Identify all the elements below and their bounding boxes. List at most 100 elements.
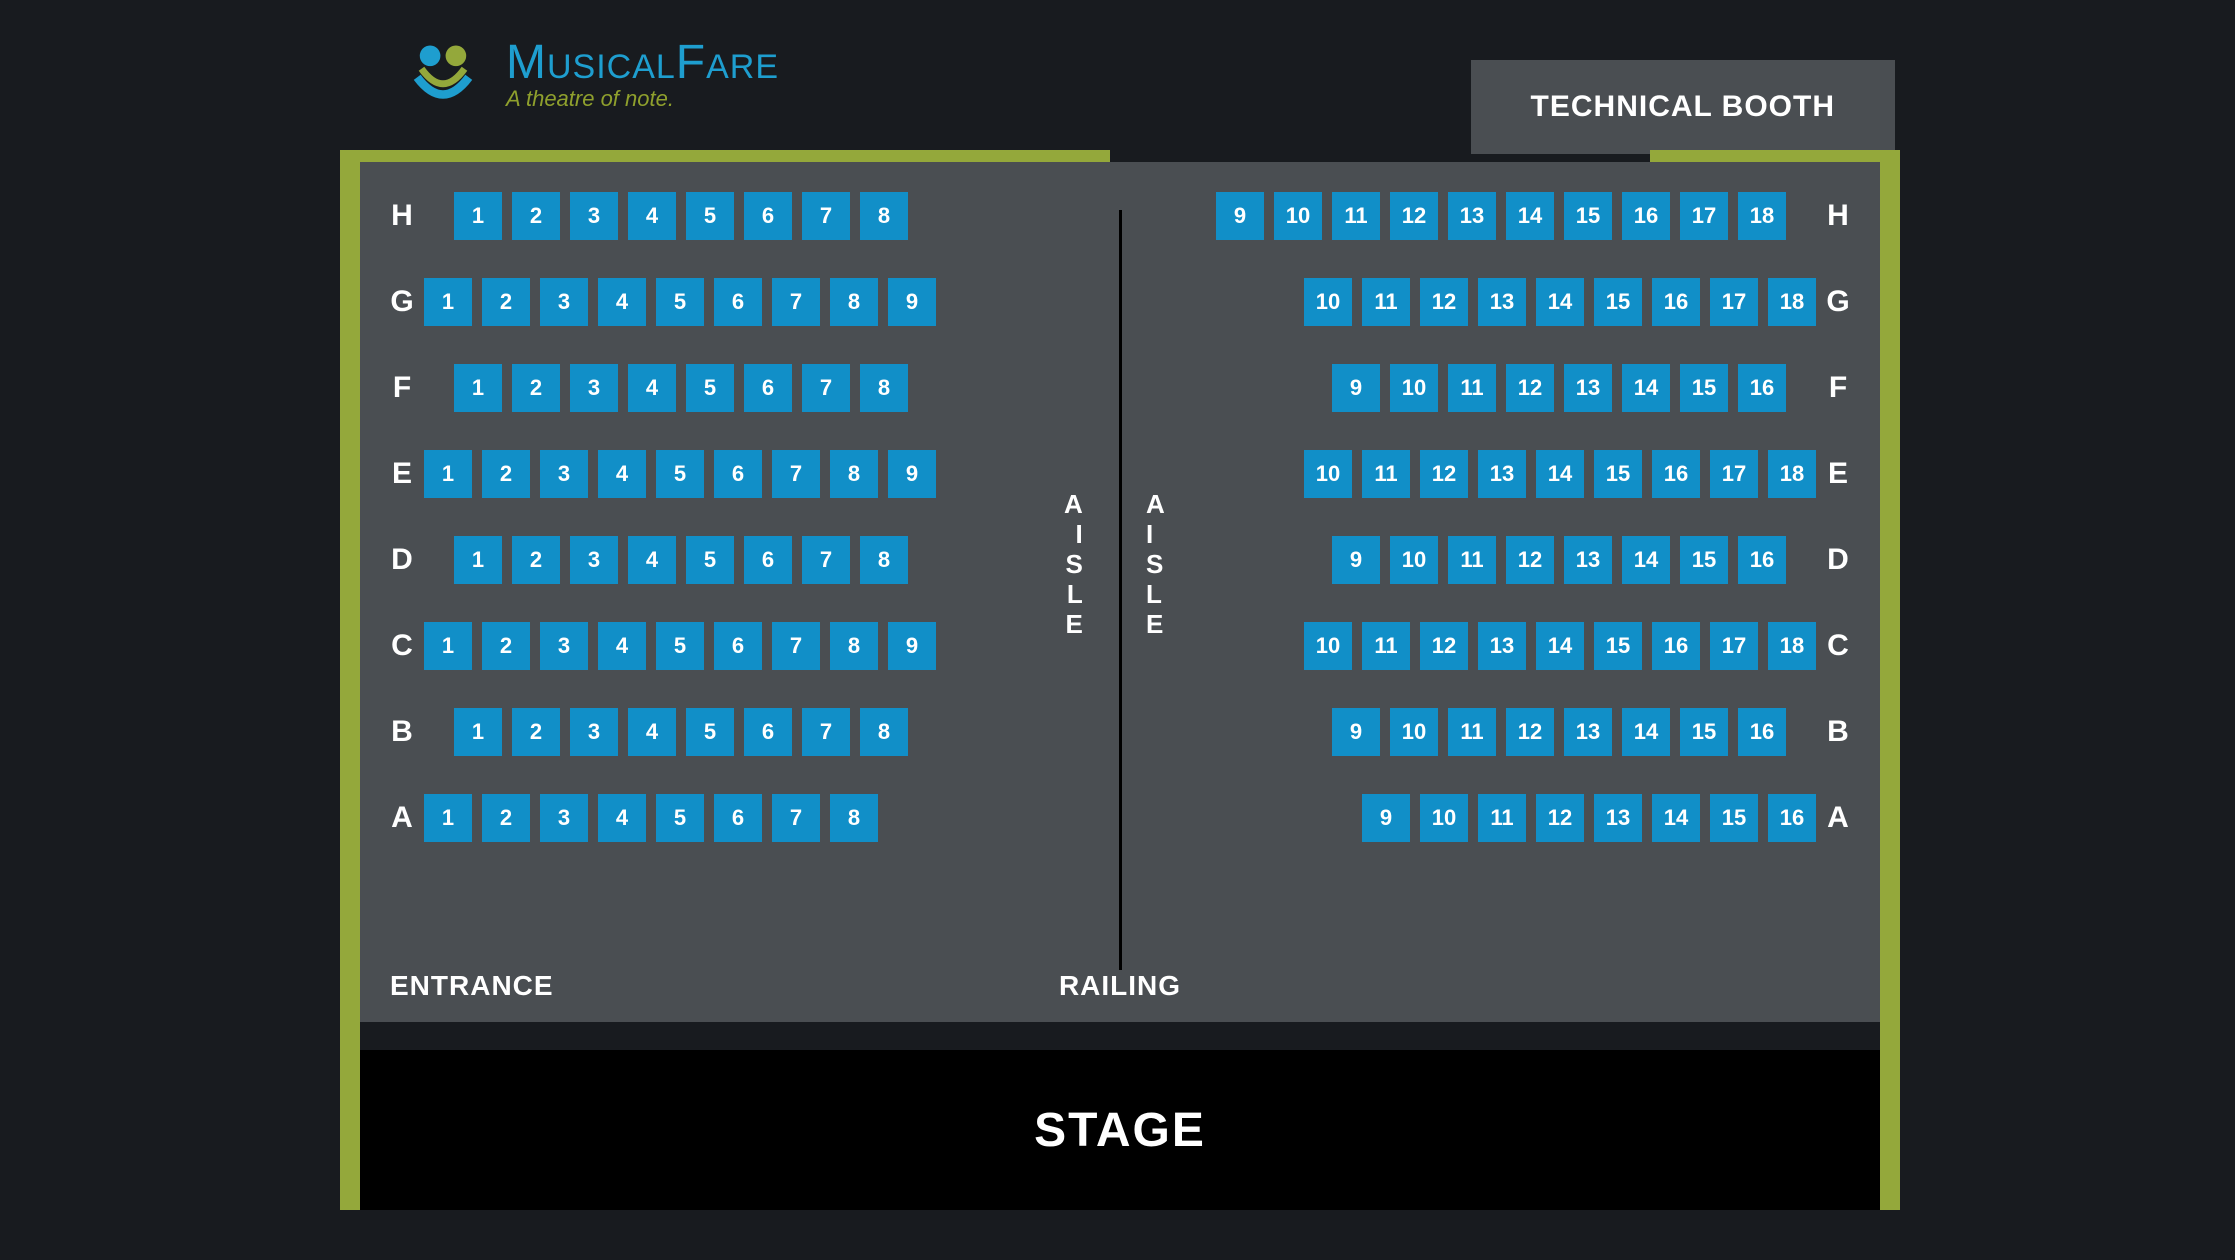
seat-D-12[interactable]: 12 <box>1506 536 1554 584</box>
seat-D-15[interactable]: 15 <box>1680 536 1728 584</box>
seat-G-13[interactable]: 13 <box>1478 278 1526 326</box>
seat-B-7[interactable]: 7 <box>802 708 850 756</box>
seat-G-11[interactable]: 11 <box>1362 278 1410 326</box>
seat-A-11[interactable]: 11 <box>1478 794 1526 842</box>
seat-F-12[interactable]: 12 <box>1506 364 1554 412</box>
seat-D-9[interactable]: 9 <box>1332 536 1380 584</box>
seat-E-13[interactable]: 13 <box>1478 450 1526 498</box>
seat-E-18[interactable]: 18 <box>1768 450 1816 498</box>
seat-H-15[interactable]: 15 <box>1564 192 1612 240</box>
seat-E-8[interactable]: 8 <box>830 450 878 498</box>
seat-B-14[interactable]: 14 <box>1622 708 1670 756</box>
seat-B-9[interactable]: 9 <box>1332 708 1380 756</box>
seat-B-3[interactable]: 3 <box>570 708 618 756</box>
seat-G-17[interactable]: 17 <box>1710 278 1758 326</box>
seat-F-8[interactable]: 8 <box>860 364 908 412</box>
seat-B-6[interactable]: 6 <box>744 708 792 756</box>
seat-E-11[interactable]: 11 <box>1362 450 1410 498</box>
seat-B-12[interactable]: 12 <box>1506 708 1554 756</box>
seat-C-4[interactable]: 4 <box>598 622 646 670</box>
seat-D-10[interactable]: 10 <box>1390 536 1438 584</box>
seat-A-13[interactable]: 13 <box>1594 794 1642 842</box>
seat-C-15[interactable]: 15 <box>1594 622 1642 670</box>
seat-C-8[interactable]: 8 <box>830 622 878 670</box>
seat-H-14[interactable]: 14 <box>1506 192 1554 240</box>
seat-E-4[interactable]: 4 <box>598 450 646 498</box>
seat-C-9[interactable]: 9 <box>888 622 936 670</box>
seat-C-7[interactable]: 7 <box>772 622 820 670</box>
seat-G-18[interactable]: 18 <box>1768 278 1816 326</box>
seat-H-6[interactable]: 6 <box>744 192 792 240</box>
seat-G-6[interactable]: 6 <box>714 278 762 326</box>
seat-B-16[interactable]: 16 <box>1738 708 1786 756</box>
seat-C-2[interactable]: 2 <box>482 622 530 670</box>
seat-D-7[interactable]: 7 <box>802 536 850 584</box>
seat-C-3[interactable]: 3 <box>540 622 588 670</box>
seat-B-13[interactable]: 13 <box>1564 708 1612 756</box>
seat-C-17[interactable]: 17 <box>1710 622 1758 670</box>
seat-F-5[interactable]: 5 <box>686 364 734 412</box>
seat-H-9[interactable]: 9 <box>1216 192 1264 240</box>
seat-D-6[interactable]: 6 <box>744 536 792 584</box>
seat-F-7[interactable]: 7 <box>802 364 850 412</box>
seat-H-8[interactable]: 8 <box>860 192 908 240</box>
seat-D-5[interactable]: 5 <box>686 536 734 584</box>
seat-F-13[interactable]: 13 <box>1564 364 1612 412</box>
seat-A-4[interactable]: 4 <box>598 794 646 842</box>
seat-D-1[interactable]: 1 <box>454 536 502 584</box>
seat-A-10[interactable]: 10 <box>1420 794 1468 842</box>
seat-C-10[interactable]: 10 <box>1304 622 1352 670</box>
seat-A-1[interactable]: 1 <box>424 794 472 842</box>
seat-A-6[interactable]: 6 <box>714 794 762 842</box>
seat-F-11[interactable]: 11 <box>1448 364 1496 412</box>
seat-H-4[interactable]: 4 <box>628 192 676 240</box>
seat-D-4[interactable]: 4 <box>628 536 676 584</box>
seat-A-5[interactable]: 5 <box>656 794 704 842</box>
seat-G-4[interactable]: 4 <box>598 278 646 326</box>
seat-G-2[interactable]: 2 <box>482 278 530 326</box>
seat-H-2[interactable]: 2 <box>512 192 560 240</box>
seat-H-18[interactable]: 18 <box>1738 192 1786 240</box>
seat-C-11[interactable]: 11 <box>1362 622 1410 670</box>
seat-E-10[interactable]: 10 <box>1304 450 1352 498</box>
seat-E-15[interactable]: 15 <box>1594 450 1642 498</box>
seat-D-16[interactable]: 16 <box>1738 536 1786 584</box>
seat-F-4[interactable]: 4 <box>628 364 676 412</box>
seat-H-11[interactable]: 11 <box>1332 192 1380 240</box>
seat-B-11[interactable]: 11 <box>1448 708 1496 756</box>
seat-C-6[interactable]: 6 <box>714 622 762 670</box>
seat-A-3[interactable]: 3 <box>540 794 588 842</box>
seat-F-3[interactable]: 3 <box>570 364 618 412</box>
seat-D-14[interactable]: 14 <box>1622 536 1670 584</box>
seat-F-16[interactable]: 16 <box>1738 364 1786 412</box>
seat-E-7[interactable]: 7 <box>772 450 820 498</box>
seat-E-6[interactable]: 6 <box>714 450 762 498</box>
seat-H-16[interactable]: 16 <box>1622 192 1670 240</box>
seat-A-14[interactable]: 14 <box>1652 794 1700 842</box>
seat-C-16[interactable]: 16 <box>1652 622 1700 670</box>
seat-C-14[interactable]: 14 <box>1536 622 1584 670</box>
seat-A-7[interactable]: 7 <box>772 794 820 842</box>
seat-G-3[interactable]: 3 <box>540 278 588 326</box>
seat-G-8[interactable]: 8 <box>830 278 878 326</box>
seat-B-5[interactable]: 5 <box>686 708 734 756</box>
seat-E-17[interactable]: 17 <box>1710 450 1758 498</box>
seat-E-2[interactable]: 2 <box>482 450 530 498</box>
seat-A-16[interactable]: 16 <box>1768 794 1816 842</box>
seat-D-13[interactable]: 13 <box>1564 536 1612 584</box>
seat-A-12[interactable]: 12 <box>1536 794 1584 842</box>
seat-H-5[interactable]: 5 <box>686 192 734 240</box>
seat-B-15[interactable]: 15 <box>1680 708 1728 756</box>
seat-B-8[interactable]: 8 <box>860 708 908 756</box>
seat-B-1[interactable]: 1 <box>454 708 502 756</box>
seat-F-6[interactable]: 6 <box>744 364 792 412</box>
seat-H-10[interactable]: 10 <box>1274 192 1322 240</box>
seat-C-13[interactable]: 13 <box>1478 622 1526 670</box>
seat-E-1[interactable]: 1 <box>424 450 472 498</box>
seat-D-8[interactable]: 8 <box>860 536 908 584</box>
seat-B-10[interactable]: 10 <box>1390 708 1438 756</box>
seat-G-7[interactable]: 7 <box>772 278 820 326</box>
seat-C-18[interactable]: 18 <box>1768 622 1816 670</box>
seat-B-4[interactable]: 4 <box>628 708 676 756</box>
seat-A-15[interactable]: 15 <box>1710 794 1758 842</box>
